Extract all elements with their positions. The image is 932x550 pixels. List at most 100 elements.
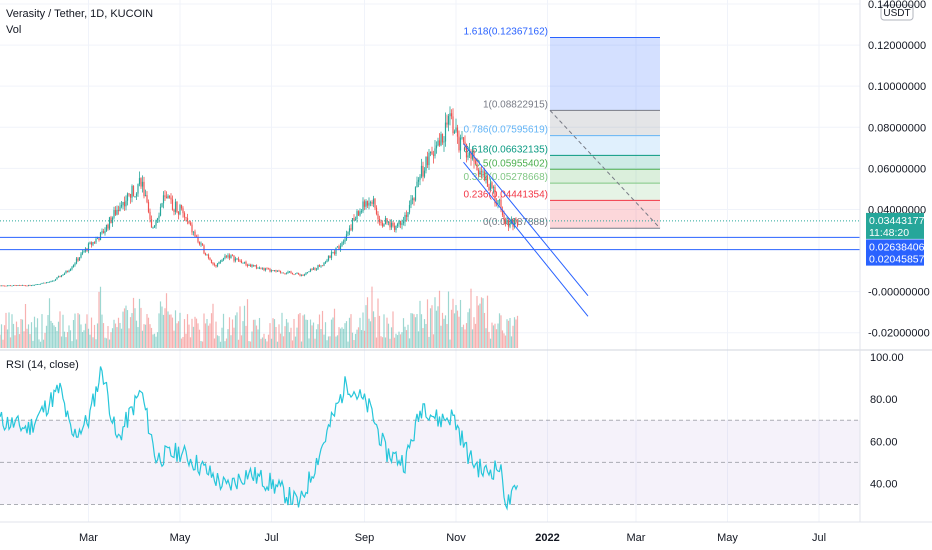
volume-bar	[165, 293, 168, 348]
candle	[453, 131, 456, 134]
rsi-axis[interactable]: 100.00 80.00 60.00 40.00	[870, 352, 904, 490]
volume-bar	[225, 338, 228, 348]
volume-bar	[92, 337, 94, 348]
volume-bar	[485, 328, 487, 348]
countdown-value: 11:48:20	[869, 227, 909, 239]
time-axis[interactable]: Mar May Jul Sep Nov 2022 Mar May Jul	[79, 532, 826, 544]
candle	[249, 265, 252, 267]
candle	[8, 285, 10, 287]
volume-bar	[335, 336, 337, 348]
candle	[503, 214, 505, 221]
candle	[116, 209, 118, 215]
candle	[428, 153, 430, 166]
candle	[459, 137, 462, 151]
fib-level-label: 0.382(0.05278668)	[463, 172, 548, 183]
candle	[104, 230, 106, 234]
channel-lower-line[interactable]	[463, 161, 589, 317]
candle	[465, 143, 468, 158]
price-tick-label: 0.06000000	[868, 163, 926, 175]
volume-bar	[416, 314, 418, 348]
volume-bar	[167, 311, 169, 348]
candle	[348, 228, 351, 232]
candle	[413, 198, 415, 201]
volume-bar	[344, 323, 346, 348]
channel-upper-line[interactable]	[463, 143, 589, 297]
candle	[126, 193, 129, 201]
candle	[455, 127, 457, 132]
volume-bar	[158, 313, 160, 348]
candle	[278, 270, 280, 272]
descending-channel[interactable]	[463, 143, 589, 317]
volume-bar	[353, 340, 355, 348]
candle	[399, 220, 402, 225]
volume-bar	[357, 327, 360, 348]
candle	[230, 255, 232, 259]
candle	[432, 154, 435, 156]
volume-label: Vol	[6, 24, 21, 36]
rsi-tick-label: 100.00	[870, 352, 904, 364]
volume-bar	[23, 331, 25, 348]
price-axis[interactable]: 0.14000000 0.12000000 0.10000000 0.08000000…	[868, 0, 930, 340]
fib-level-label: 0.786(0.07595619)	[463, 125, 548, 136]
candle	[462, 137, 465, 142]
candle	[324, 262, 327, 263]
volume-bar	[296, 327, 298, 348]
candle	[350, 228, 352, 230]
candle	[506, 220, 508, 224]
horizontal-lines[interactable]	[0, 236, 860, 251]
volume-bar	[59, 311, 61, 348]
volume-bar	[99, 286, 102, 348]
candle	[303, 274, 306, 276]
volume-bar	[326, 340, 328, 348]
candle	[422, 165, 424, 177]
candles[interactable]	[0, 106, 519, 287]
volume-bar	[290, 327, 292, 348]
volume-bar	[188, 324, 190, 348]
volume-bar	[461, 327, 463, 348]
candle	[273, 270, 276, 271]
volume-bar	[378, 315, 381, 348]
volume-bar	[104, 337, 106, 348]
volume-bar	[116, 327, 118, 348]
volume-bar	[111, 328, 114, 348]
candle	[275, 270, 277, 272]
candle	[216, 263, 219, 267]
candle	[128, 193, 130, 195]
volume-bar	[387, 323, 390, 348]
candle	[48, 281, 51, 283]
candle	[435, 145, 438, 149]
volume-bar	[164, 308, 166, 348]
volume-bar	[125, 305, 127, 348]
currency-badge[interactable]	[880, 4, 914, 21]
candle	[375, 207, 378, 214]
candle	[75, 258, 78, 264]
candle	[3, 285, 6, 287]
candle	[129, 193, 132, 198]
volume-bar	[434, 297, 436, 348]
volume-bar	[38, 339, 40, 348]
candle	[438, 140, 441, 146]
candle	[411, 198, 414, 200]
fibonacci-tool[interactable]: 1.618(0.12367162) 1(0.08822915) 0.786(0.07…	[463, 27, 661, 229]
volume-bar	[191, 318, 193, 348]
candle	[15, 285, 18, 287]
candle	[101, 231, 103, 233]
candle	[488, 186, 490, 191]
volume-bar	[279, 333, 282, 348]
volume-bar	[156, 332, 159, 348]
volume-bar	[276, 341, 279, 348]
candle	[180, 205, 183, 209]
volume-bar	[236, 312, 238, 348]
volume-bar	[90, 317, 93, 348]
volume-bar	[255, 325, 258, 348]
volume-bar	[174, 310, 177, 348]
candle	[423, 170, 426, 177]
candle	[21, 285, 24, 286]
volume-bar	[221, 327, 223, 348]
candle	[228, 255, 231, 259]
volume-bar	[408, 338, 411, 348]
volume-bar	[110, 332, 112, 348]
volume-bar	[15, 321, 18, 348]
candle	[161, 203, 163, 207]
